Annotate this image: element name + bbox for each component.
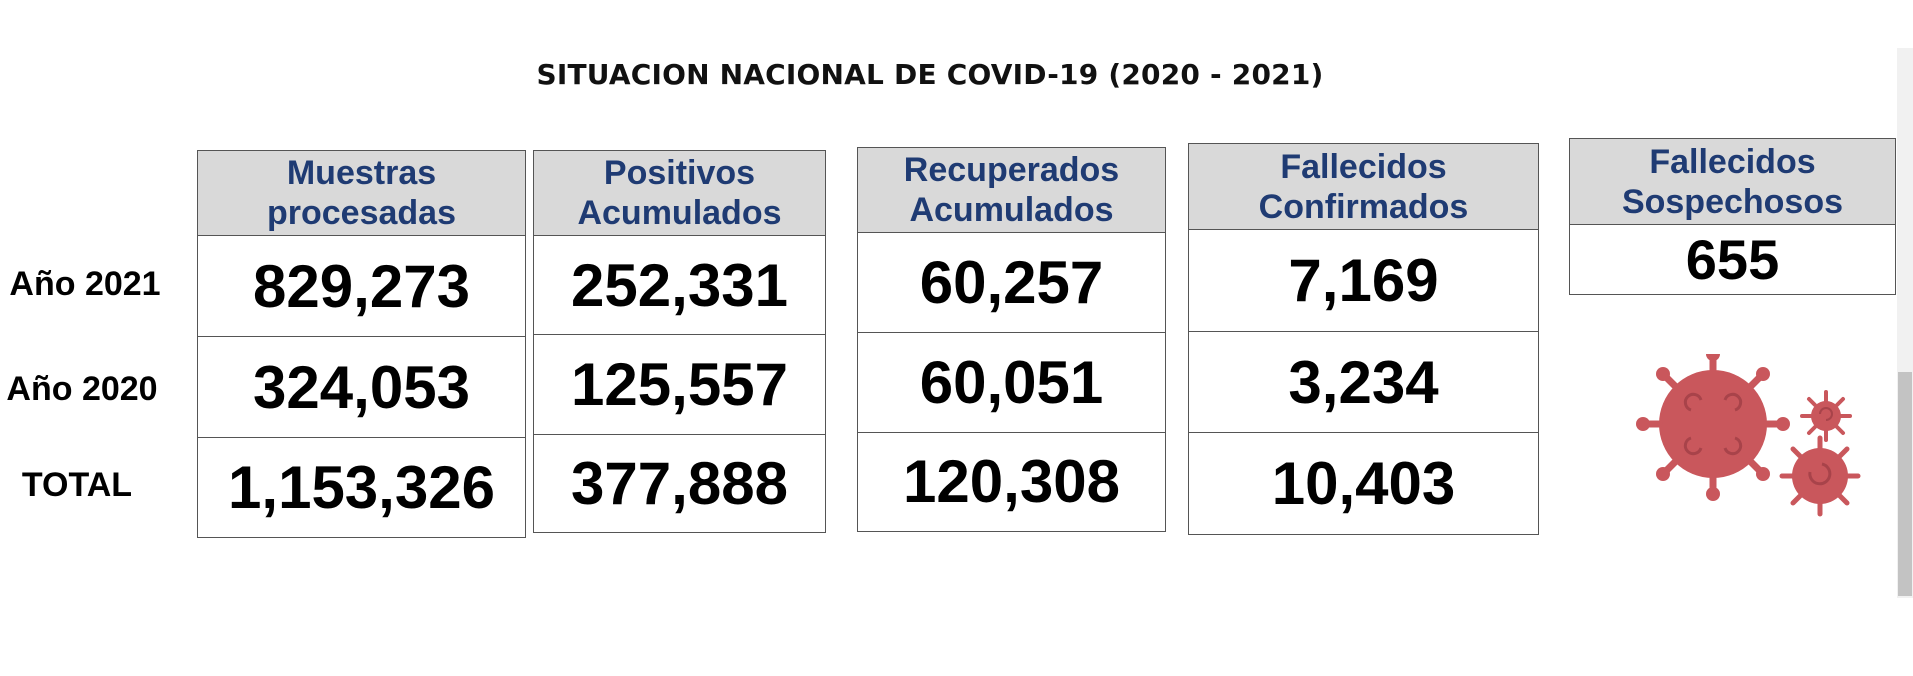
header-line: Acumulados [909, 191, 1114, 229]
scrollbar-thumb[interactable] [1898, 372, 1912, 596]
column-header: Fallecidos Confirmados [1189, 144, 1538, 230]
header-line: Fallecidos [1649, 142, 1816, 181]
value-2021: 829,273 [198, 236, 525, 337]
column-positivos-acumulados: Positivos Acumulados 252,331 125,557 377,… [533, 150, 826, 533]
page-title: SITUACION NACIONAL DE COVID-19 (2020 - 2… [536, 58, 1324, 91]
header-line: Confirmados [1258, 187, 1469, 226]
column-muestras-procesadas: Muestras procesadas 829,273 324,053 1,153… [197, 150, 526, 538]
header-line: Positivos [603, 154, 756, 192]
suspected-header: Fallecidos Sospechosos [1570, 139, 1895, 225]
column-recuperados-acumulados: Recuperados Acumulados 60,257 60,051 120,… [857, 147, 1166, 532]
value-2020: 3,234 [1189, 332, 1538, 433]
virus-large [1636, 354, 1790, 501]
value-2020: 60,051 [858, 333, 1165, 433]
column-fallecidos-confirmados: Fallecidos Confirmados 7,169 3,234 10,403 [1188, 143, 1539, 535]
value-total: 1,153,326 [228, 454, 495, 521]
row-label-2021: Año 2021 [9, 265, 161, 303]
value-2020: 324,053 [198, 337, 525, 438]
suspected-value: 655 [1685, 228, 1780, 291]
value-total: 10,403 [1271, 449, 1456, 517]
value-total: 377,888 [571, 450, 788, 517]
header-line: Acumulados [577, 194, 782, 232]
column-header: Recuperados Acumulados [858, 148, 1165, 233]
value-2021: 60,257 [858, 233, 1165, 333]
virus-small [1800, 390, 1852, 442]
header-line: Sospechosos [1621, 182, 1844, 221]
value-2021: 7,169 [1189, 230, 1538, 332]
header-line: Fallecidos [1280, 147, 1447, 186]
header-line: Muestras [286, 154, 437, 192]
row-label-total: TOTAL [21, 466, 133, 504]
header-line: Recuperados [903, 151, 1120, 189]
value-2021: 252,331 [534, 236, 825, 335]
suspected-deaths-box: Fallecidos Sospechosos 655 [1569, 138, 1896, 295]
column-header: Positivos Acumulados [534, 151, 825, 236]
column-header: Muestras procesadas [198, 151, 525, 236]
virus-medium [1779, 435, 1861, 517]
virus-icon [1636, 354, 1861, 517]
row-label-2020: Año 2020 [6, 370, 158, 408]
value-total: 120,308 [903, 448, 1120, 515]
header-line: procesadas [267, 194, 456, 232]
value-2020: 125,557 [534, 335, 825, 435]
